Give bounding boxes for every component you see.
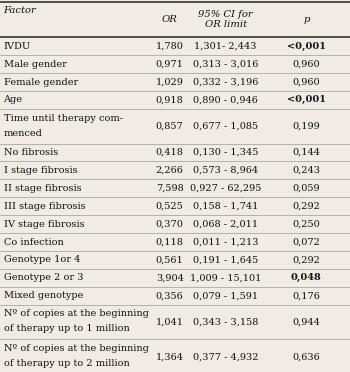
Text: 0,525: 0,525 — [156, 202, 184, 211]
Text: of therapy up to 2 million: of therapy up to 2 million — [4, 359, 129, 368]
Text: Mixed genotype: Mixed genotype — [4, 291, 83, 300]
Text: 3,904: 3,904 — [156, 273, 184, 282]
Text: 0,944: 0,944 — [292, 317, 320, 327]
Text: Male gender: Male gender — [4, 60, 66, 69]
Text: <0,001: <0,001 — [287, 96, 326, 105]
Text: 0,918: 0,918 — [156, 96, 184, 105]
Text: 0,890 - 0,946: 0,890 - 0,946 — [193, 96, 258, 105]
Text: 0,332 - 3,196: 0,332 - 3,196 — [193, 77, 258, 87]
Text: 0,636: 0,636 — [292, 352, 320, 361]
Text: p: p — [303, 15, 309, 24]
Text: Nº of copies at the beginning: Nº of copies at the beginning — [4, 344, 148, 353]
Text: 1,029: 1,029 — [156, 77, 184, 87]
Text: 0,130 - 1,345: 0,130 - 1,345 — [193, 148, 258, 157]
Text: 0,048: 0,048 — [291, 273, 322, 282]
Text: Co infection: Co infection — [4, 237, 63, 247]
Text: 0,199: 0,199 — [292, 122, 320, 131]
Text: Female gender: Female gender — [4, 77, 78, 87]
Text: 2,266: 2,266 — [156, 166, 184, 175]
Text: 0,144: 0,144 — [292, 148, 320, 157]
Text: 0,191 - 1,645: 0,191 - 1,645 — [193, 256, 258, 264]
Text: 0,011 - 1,213: 0,011 - 1,213 — [193, 237, 259, 247]
Text: I stage fibrosis: I stage fibrosis — [4, 166, 77, 175]
Text: 0,250: 0,250 — [292, 219, 320, 229]
Text: 0,079 - 1,591: 0,079 - 1,591 — [193, 291, 258, 300]
Text: III stage fibrosis: III stage fibrosis — [4, 202, 85, 211]
Text: 0,927 - 62,295: 0,927 - 62,295 — [190, 184, 261, 193]
Text: 0,292: 0,292 — [292, 202, 320, 211]
Text: Genotype 1or 4: Genotype 1or 4 — [4, 256, 80, 264]
Text: 0,292: 0,292 — [292, 256, 320, 264]
Text: 0,418: 0,418 — [156, 148, 184, 157]
Text: 0,158 - 1,741: 0,158 - 1,741 — [193, 202, 258, 211]
Text: Factor: Factor — [4, 6, 36, 15]
Text: 0,971: 0,971 — [156, 60, 184, 69]
Text: 0,118: 0,118 — [156, 237, 184, 247]
Text: 0,960: 0,960 — [293, 77, 320, 87]
Text: menced: menced — [4, 129, 42, 138]
Text: 0,313 - 3,016: 0,313 - 3,016 — [193, 60, 258, 69]
Text: 0,072: 0,072 — [292, 237, 320, 247]
Text: Genotype 2 or 3: Genotype 2 or 3 — [4, 273, 83, 282]
Text: IVDU: IVDU — [4, 42, 31, 51]
Text: 1,780: 1,780 — [156, 42, 184, 51]
Text: 0,857: 0,857 — [156, 122, 184, 131]
Text: 1,041: 1,041 — [156, 317, 184, 327]
Text: 0,377 - 4,932: 0,377 - 4,932 — [193, 352, 259, 361]
Text: IV stage fibrosis: IV stage fibrosis — [4, 219, 84, 229]
Text: 0,343 - 3,158: 0,343 - 3,158 — [193, 317, 258, 327]
Text: 0,573 - 8,964: 0,573 - 8,964 — [193, 166, 258, 175]
Text: 1,364: 1,364 — [156, 352, 184, 361]
Text: Nº of copies at the beginning: Nº of copies at the beginning — [4, 310, 148, 318]
Text: 1,301- 2,443: 1,301- 2,443 — [195, 42, 257, 51]
Text: Age: Age — [4, 96, 22, 105]
Text: 0,176: 0,176 — [292, 291, 320, 300]
Text: 0,356: 0,356 — [156, 291, 184, 300]
Text: 0,243: 0,243 — [292, 166, 320, 175]
Text: 0,561: 0,561 — [156, 256, 184, 264]
Text: of therapy up to 1 million: of therapy up to 1 million — [4, 324, 129, 333]
Text: 0,059: 0,059 — [293, 184, 320, 193]
Text: 95% CI for
OR limit: 95% CI for OR limit — [198, 10, 253, 29]
Text: 7,598: 7,598 — [156, 184, 184, 193]
Text: OR: OR — [162, 15, 177, 24]
Text: 0,960: 0,960 — [293, 60, 320, 69]
Text: <0,001: <0,001 — [287, 42, 326, 51]
Text: II stage fibrosis: II stage fibrosis — [4, 184, 81, 193]
Text: 0,677 - 1,085: 0,677 - 1,085 — [193, 122, 258, 131]
Text: 1,009 - 15,101: 1,009 - 15,101 — [190, 273, 261, 282]
Text: Time until therapy com-: Time until therapy com- — [4, 113, 122, 123]
Text: No fibrosis: No fibrosis — [4, 148, 58, 157]
Text: 0,370: 0,370 — [156, 219, 184, 229]
Text: 0,068 - 2,011: 0,068 - 2,011 — [193, 219, 258, 229]
